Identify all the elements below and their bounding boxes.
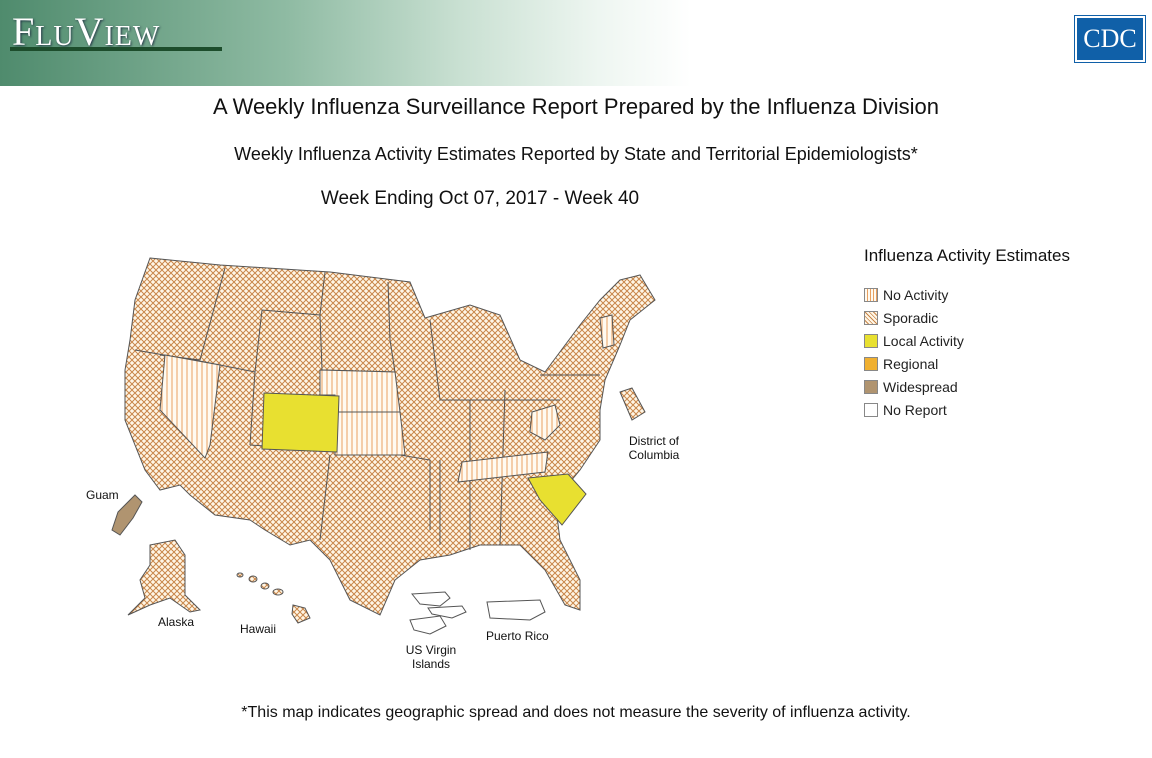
legend-label: Regional xyxy=(883,356,939,372)
map-label: Puerto Rico xyxy=(486,629,549,643)
legend-label: Local Activity xyxy=(883,333,964,349)
legend-title: Influenza Activity Estimates xyxy=(864,246,1070,265)
legend-swatch xyxy=(864,334,878,348)
map-label: District of Columbia xyxy=(628,434,680,462)
map-label: Alaska xyxy=(158,615,195,629)
agency-logo[interactable]: CDC xyxy=(1074,15,1146,63)
kansas[interactable] xyxy=(334,411,406,456)
logo: FluView xyxy=(12,9,161,54)
map-label: Guam xyxy=(86,488,119,502)
legend-item: Local Activity xyxy=(864,333,964,349)
legend-item: No Report xyxy=(864,402,947,418)
vermont[interactable] xyxy=(599,314,615,349)
hawaii[interactable] xyxy=(236,572,311,624)
colorado[interactable] xyxy=(261,392,340,453)
south-carolina[interactable] xyxy=(527,473,587,526)
virgin-islands[interactable] xyxy=(409,591,467,635)
title: A Weekly Influenza Surveillance Report P… xyxy=(213,94,939,119)
west-virginia[interactable] xyxy=(529,404,561,441)
legend-item: No Activity xyxy=(864,287,948,303)
subtitle: Weekly Influenza Activity Estimates Repo… xyxy=(234,144,918,164)
legend-swatch xyxy=(864,357,878,371)
legend-swatch xyxy=(864,380,878,394)
puerto-rico[interactable] xyxy=(486,599,546,621)
tennessee[interactable] xyxy=(457,451,549,483)
legend-label: Widespread xyxy=(883,379,958,395)
legend-item: Widespread xyxy=(864,379,958,395)
week-title: Week Ending Oct 07, 2017 - Week 40 xyxy=(320,188,640,209)
legend-item: Sporadic xyxy=(864,310,938,326)
legend-swatch xyxy=(864,403,878,417)
logo-bar xyxy=(10,47,222,51)
legend-swatch xyxy=(864,311,878,325)
banner xyxy=(0,0,1152,86)
nevada[interactable] xyxy=(159,354,221,459)
map-label: Hawaii xyxy=(240,622,277,636)
alaska[interactable] xyxy=(127,539,202,616)
map-label: US Virgin Islands xyxy=(405,643,457,671)
legend-item: Regional xyxy=(864,356,938,372)
legend-label: No Report xyxy=(883,402,947,418)
legend-label: No Activity xyxy=(883,287,949,303)
footnote: *This map indicates geographic spread an… xyxy=(241,704,911,721)
dc[interactable] xyxy=(619,387,646,421)
guam[interactable] xyxy=(111,494,143,536)
legend-swatch xyxy=(864,288,878,302)
legend-label: Sporadic xyxy=(883,310,939,326)
